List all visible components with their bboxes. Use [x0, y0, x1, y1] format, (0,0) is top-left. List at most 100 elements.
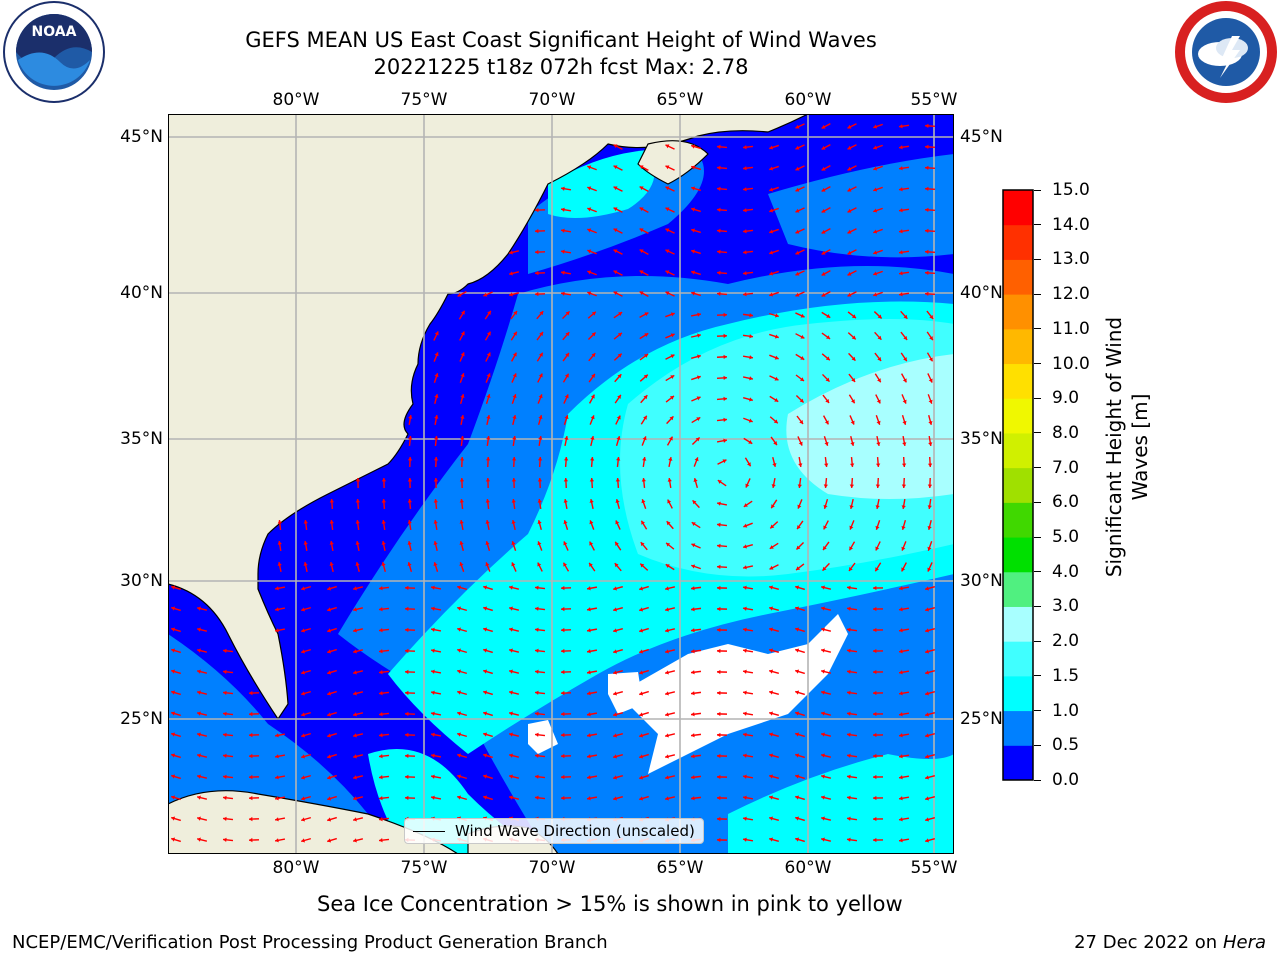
wave-arrow — [277, 561, 282, 573]
lat-label-right-30n: 30°N — [960, 571, 1003, 591]
lon-label-bottom-65w: 65°W — [656, 858, 704, 878]
wave-arrow — [690, 775, 702, 780]
wave-arrow — [613, 165, 623, 171]
wave-arrow — [924, 144, 936, 150]
wave-arrow — [586, 670, 598, 675]
wave-arrow — [795, 353, 805, 361]
wave-arrow — [796, 415, 804, 425]
colorbar-tick-mark — [1034, 640, 1041, 642]
wave-arrow — [716, 228, 728, 233]
colorbar-tick-mark — [1034, 501, 1041, 503]
wave-arrow — [872, 648, 884, 654]
wave-arrow — [483, 606, 493, 612]
wave-arrow — [508, 732, 520, 737]
wave-arrow — [508, 606, 520, 611]
wave-arrow — [433, 540, 438, 552]
wave-arrow — [898, 166, 910, 171]
wave-arrow — [510, 331, 518, 341]
wave-arrow — [457, 291, 467, 297]
wave-arrow — [664, 628, 676, 633]
wave-arrow — [590, 435, 595, 447]
wave-arrow — [511, 477, 517, 489]
wave-arrow — [352, 754, 364, 759]
wave-arrow — [768, 732, 780, 738]
wave-arrow — [873, 123, 883, 129]
colorbar-tick-label: 1.0 — [1052, 700, 1080, 721]
wave-arrow — [587, 165, 597, 171]
wave-arrow — [742, 816, 754, 821]
wave-arrow — [742, 292, 754, 297]
wave-arrow — [433, 331, 439, 341]
wave-arrow — [274, 838, 286, 843]
wave-arrow — [716, 249, 728, 254]
colorbar-tick-label: 10.0 — [1052, 353, 1090, 374]
wave-arrow — [456, 732, 468, 738]
wave-arrow — [508, 711, 520, 716]
wave-arrow — [196, 774, 208, 779]
wave-arrow — [743, 522, 753, 528]
wave-arrow — [667, 499, 673, 509]
wave-arrow — [352, 586, 364, 591]
wave-arrow — [795, 753, 805, 759]
wave-arrow — [381, 519, 386, 531]
wave-arrow — [898, 670, 910, 675]
lon-label-top-65w: 65°W — [656, 90, 704, 110]
wave-band-0.5-1.0-ne — [768, 154, 954, 258]
colorbar — [1002, 189, 1034, 781]
wave-arrow — [587, 270, 597, 276]
wave-arrow — [352, 649, 364, 654]
wave-arrow — [639, 627, 649, 633]
wave-arrow — [928, 414, 933, 426]
wave-arrow — [924, 249, 936, 255]
wave-arrow — [434, 393, 439, 405]
wave-arrow — [822, 415, 830, 425]
wave-arrow — [691, 416, 701, 424]
wave-arrow — [690, 354, 702, 359]
wave-arrow — [769, 354, 779, 360]
wave-arrow — [508, 774, 520, 779]
colorbar-tick-label: 6.0 — [1052, 492, 1080, 513]
wave-arrow — [640, 541, 648, 551]
wave-arrow — [587, 228, 597, 234]
wave-arrow — [484, 331, 492, 341]
wave-arrow — [459, 352, 465, 362]
wave-arrow — [898, 292, 910, 297]
wave-arrow — [872, 795, 884, 801]
wave-arrow — [404, 690, 416, 696]
wave-arrow — [587, 311, 597, 319]
wave-arrow — [538, 435, 543, 447]
wave-arrow — [901, 562, 907, 572]
wave-arrow — [716, 522, 728, 527]
wave-arrow — [795, 563, 805, 571]
wave-arrow — [846, 816, 858, 821]
wave-arrow — [769, 207, 779, 213]
wave-arrow — [404, 585, 416, 591]
wave-arrow — [222, 837, 234, 842]
wave-arrow — [378, 775, 390, 780]
wave-arrow — [872, 816, 884, 822]
wave-arrow — [222, 732, 234, 737]
wave-arrow — [873, 207, 883, 213]
wave-arrow — [586, 775, 598, 780]
wave-arrow — [355, 540, 360, 552]
wave-arrow — [534, 249, 546, 255]
colorbar-segment — [1003, 294, 1033, 330]
wave-arrow — [485, 456, 491, 468]
wave-arrow — [742, 397, 754, 402]
colorbar-tick-mark — [1034, 363, 1041, 365]
colorbar-segment — [1003, 467, 1033, 503]
wave-arrow — [534, 291, 546, 297]
wave-arrow — [821, 164, 831, 172]
wave-arrow — [768, 606, 780, 612]
wave-arrow — [768, 816, 780, 822]
wave-arrow — [691, 291, 701, 297]
wave-arrow — [665, 542, 675, 550]
wave-arrow — [691, 207, 701, 213]
wave-arrow — [665, 249, 675, 255]
wave-arrow — [901, 477, 907, 489]
wave-arrow — [820, 837, 832, 842]
wave-arrow — [560, 732, 572, 738]
wave-arrow — [795, 165, 805, 171]
wave-arrow — [820, 753, 832, 758]
wave-arrow — [690, 586, 702, 591]
